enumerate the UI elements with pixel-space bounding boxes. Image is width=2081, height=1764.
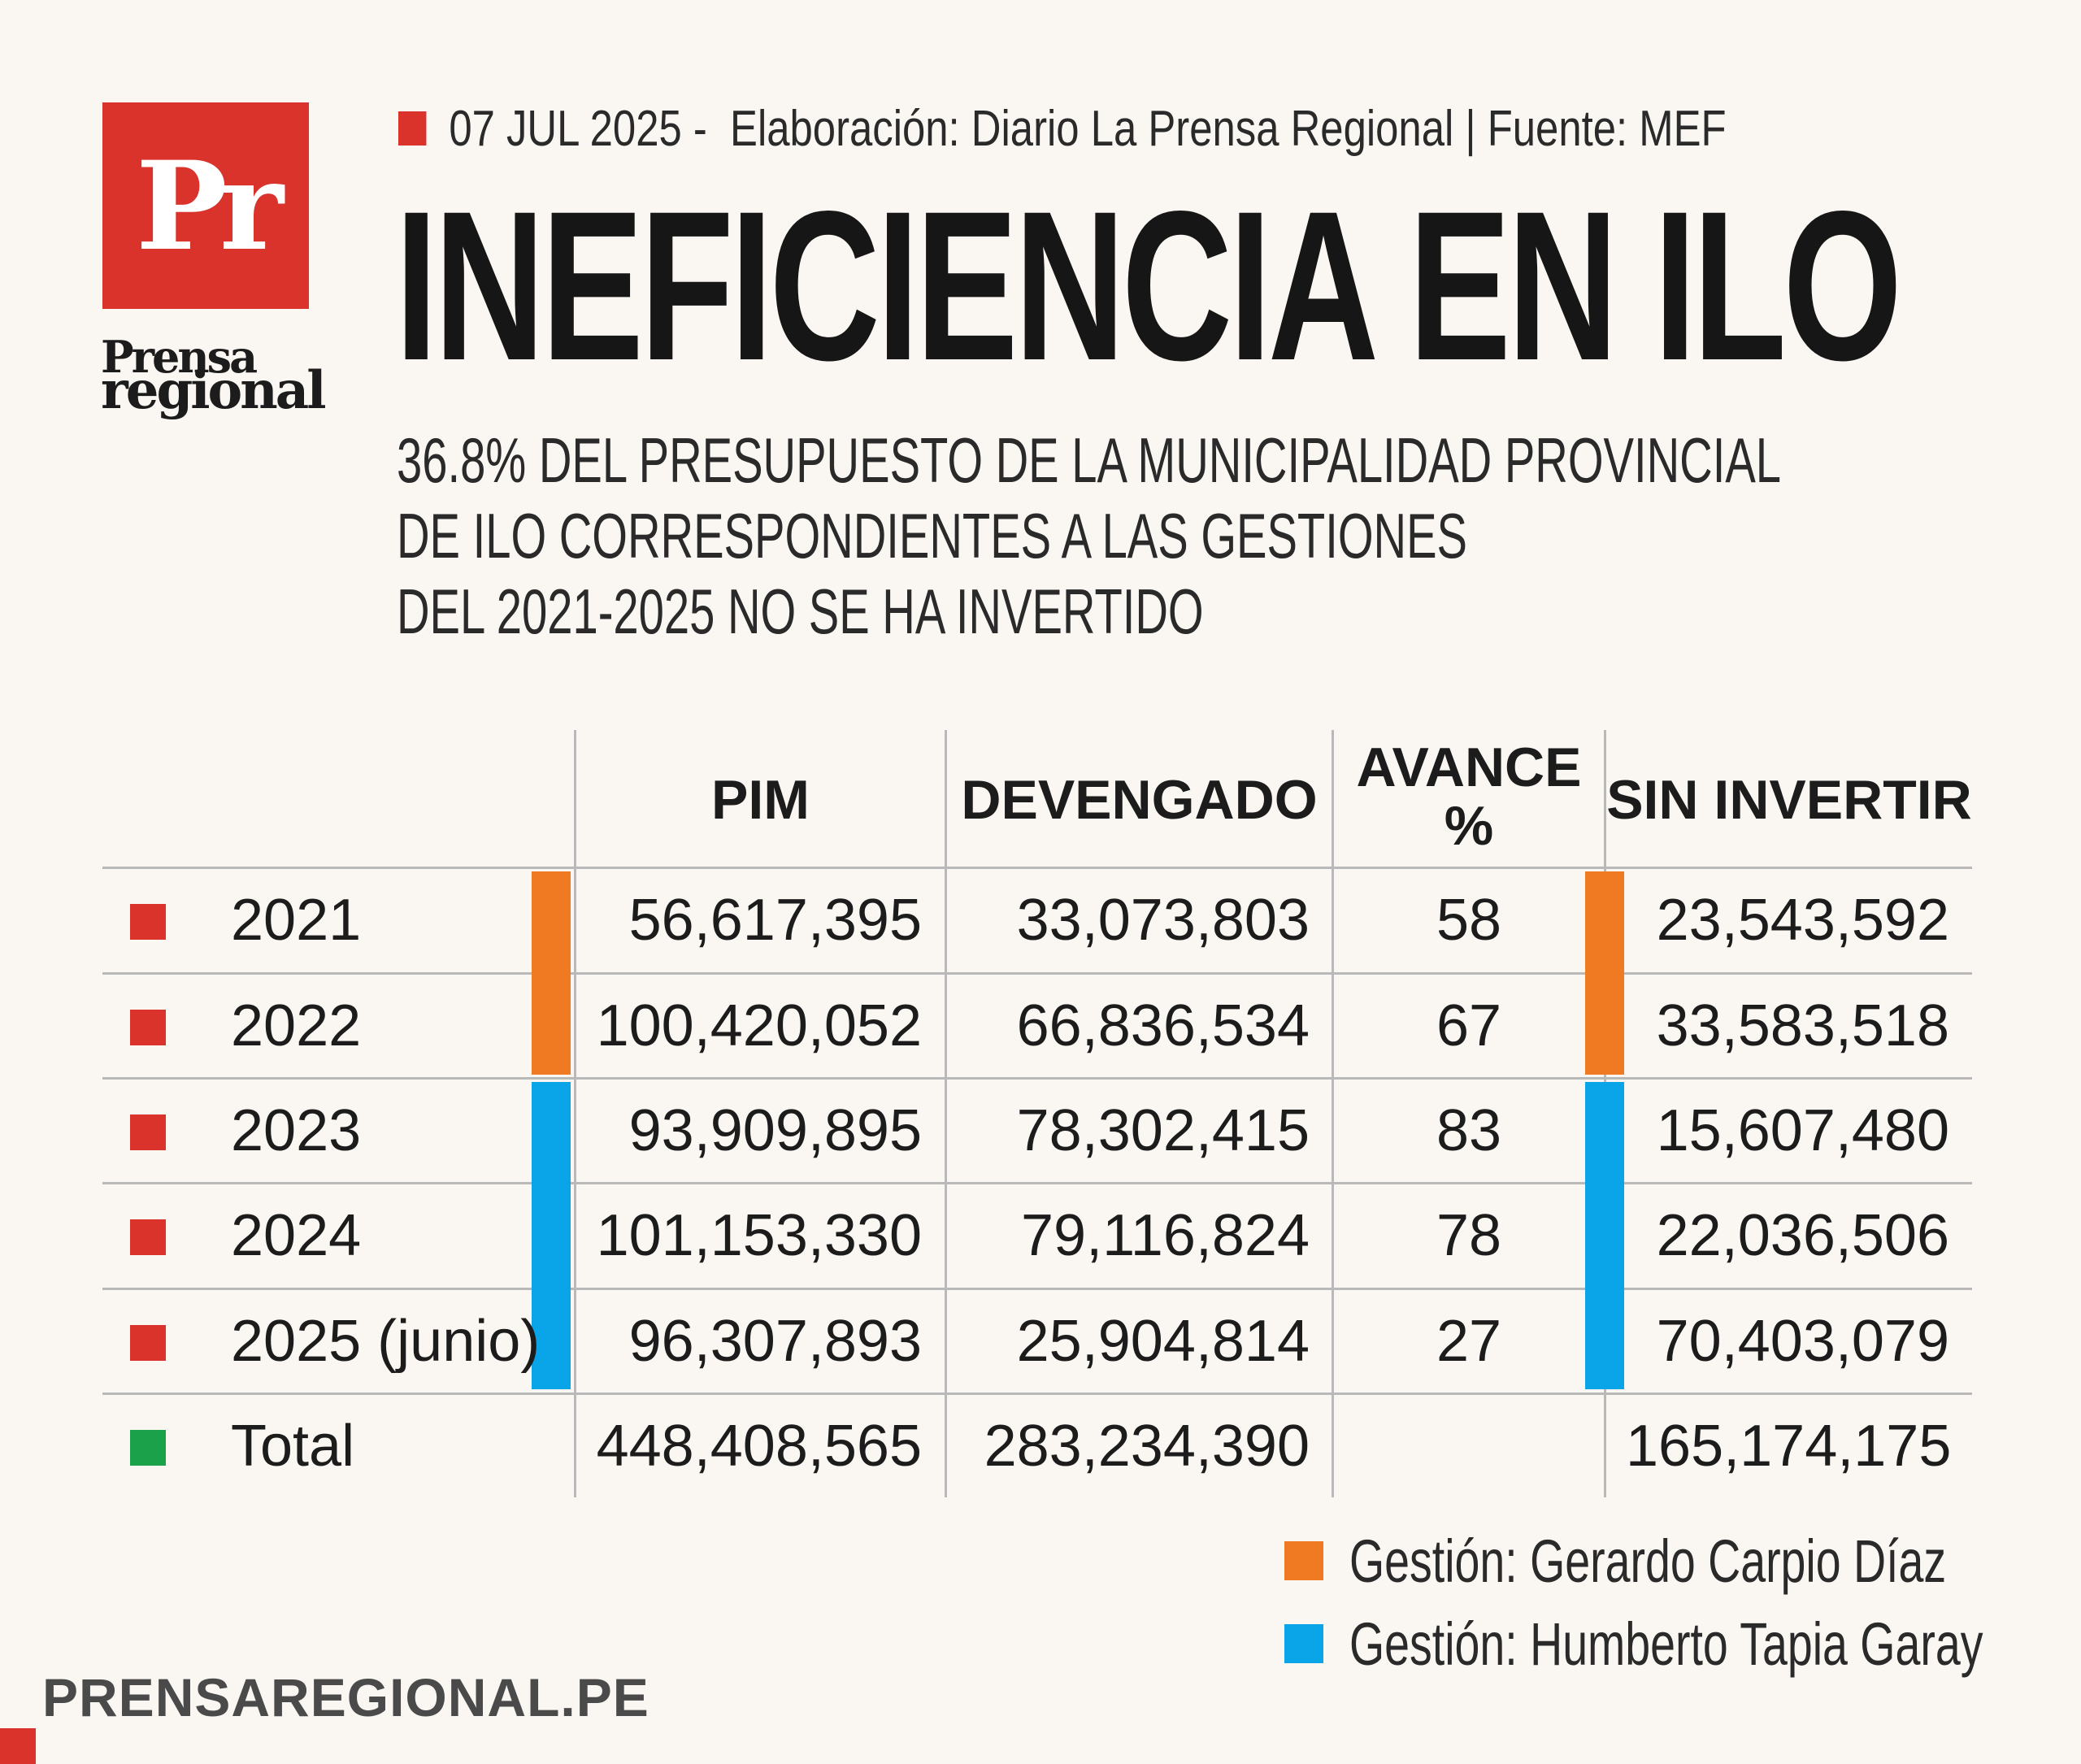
row-pim: 100,420,052 xyxy=(596,993,922,1058)
row-bullet-icon xyxy=(130,1325,166,1361)
header-avance-line2: % xyxy=(1444,795,1494,857)
row-pim: 93,909,895 xyxy=(628,1098,922,1163)
meta-source: Elaboración: Diario La Prensa Regional |… xyxy=(730,100,1727,157)
header-pim: PIM xyxy=(711,769,810,831)
logo-letters: Pr xyxy=(136,135,284,278)
table-divider xyxy=(102,1288,1972,1290)
website-label: PRENSAREGIONAL.PE xyxy=(42,1667,649,1727)
total-pim: 448,408,565 xyxy=(596,1414,922,1479)
row-avance: 58 xyxy=(1436,888,1502,953)
row-pim: 56,617,395 xyxy=(628,888,922,953)
header-avance: AVANCE % xyxy=(1334,738,1604,855)
header-avance-line1: AVANCE xyxy=(1356,736,1582,798)
row-devengado: 79,116,824 xyxy=(1020,1203,1310,1268)
total-bullet-icon xyxy=(130,1430,166,1466)
gestion-bar-carpio xyxy=(1585,871,1624,1075)
logo-word-prensa: Prensa xyxy=(101,331,258,383)
legend-item-tapia: Gestión: Humberto Tapia Garay xyxy=(1284,1610,2081,1678)
row-pim: 96,307,893 xyxy=(628,1309,922,1374)
table-divider xyxy=(102,972,1972,975)
row-avance: 83 xyxy=(1436,1098,1502,1163)
total-devengado: 283,234,390 xyxy=(984,1414,1310,1479)
legend-label: Gestión: Humberto Tapia Garay xyxy=(1349,1610,1983,1678)
row-bullet-icon xyxy=(130,1219,166,1255)
legend-swatch-orange xyxy=(1284,1541,1323,1580)
page-title: INEFICIENCIA EN ILO xyxy=(395,167,1902,405)
row-sin-invertir: 15,607,480 xyxy=(1656,1098,1949,1163)
row-avance: 67 xyxy=(1436,993,1502,1058)
subtitle-line-2: DE ILO CORRESPONDIENTES A LAS GESTIONES xyxy=(397,500,1467,571)
logo-badge: Pr xyxy=(102,102,309,309)
row-bullet-icon xyxy=(130,1010,166,1045)
row-sin-invertir: 33,583,518 xyxy=(1656,993,1949,1058)
row-sin-invertir: 23,543,592 xyxy=(1656,888,1949,953)
corner-accent xyxy=(0,1728,36,1764)
header-devengado: DEVENGADO xyxy=(961,769,1318,831)
total-label: Total xyxy=(231,1414,355,1479)
table-divider xyxy=(102,1182,1972,1184)
legend-swatch-blue xyxy=(1284,1624,1323,1663)
subtitle: 36.8% DEL PRESUPUESTO DE LA MUNICIPALIDA… xyxy=(397,423,1918,650)
table-divider xyxy=(102,867,1972,869)
row-bullet-icon xyxy=(130,904,166,940)
row-year: 2023 xyxy=(231,1098,362,1163)
subtitle-line-1: 36.8% DEL PRESUPUESTO DE LA MUNICIPALIDA… xyxy=(397,424,1782,496)
legend-label: Gestión: Gerardo Carpio Díaz xyxy=(1349,1527,1947,1595)
table-divider xyxy=(1332,730,1334,1497)
total-avance xyxy=(1334,1394,1604,1498)
row-devengado: 33,073,803 xyxy=(1016,888,1310,953)
logo-word-regional: regional xyxy=(101,360,327,421)
header-sin-invertir: SIN INVERTIR xyxy=(1606,769,1972,831)
gestion-bar-carpio xyxy=(532,871,571,1075)
legend-item-carpio: Gestión: Gerardo Carpio Díaz xyxy=(1284,1527,2081,1595)
meta-date: 07 JUL 2025 - xyxy=(449,100,707,157)
subtitle-line-3: DEL 2021-2025 NO SE HA INVERTIDO xyxy=(397,576,1204,647)
row-sin-invertir: 70,403,079 xyxy=(1656,1309,1949,1374)
row-devengado: 66,836,534 xyxy=(1016,993,1310,1058)
total-sin-invertir: 165,174,175 xyxy=(1626,1414,1952,1479)
row-devengado: 78,302,415 xyxy=(1016,1098,1310,1163)
row-year: 2022 xyxy=(231,993,362,1058)
row-sin-invertir: 22,036,506 xyxy=(1656,1203,1949,1268)
table-divider xyxy=(102,1077,1972,1080)
table-divider xyxy=(574,730,576,1497)
row-avance: 78 xyxy=(1436,1203,1502,1268)
row-devengado: 25,904,814 xyxy=(1016,1309,1310,1374)
logo-wordmark: Prensa regional xyxy=(101,331,327,421)
row-pim: 101,153,330 xyxy=(596,1203,922,1268)
row-year: 2024 xyxy=(231,1203,362,1268)
meta-line: 07 JUL 2025 - Elaboración: Diario La Pre… xyxy=(398,96,1727,161)
gestion-bar-tapia xyxy=(532,1082,571,1389)
table-divider xyxy=(102,1393,1972,1395)
row-year: 2025 (junio) xyxy=(231,1309,541,1374)
row-year: 2021 xyxy=(231,888,362,953)
table-divider xyxy=(945,730,947,1497)
row-bullet-icon xyxy=(130,1114,166,1150)
row-avance: 27 xyxy=(1436,1309,1502,1374)
meta-bullet-icon xyxy=(398,111,427,146)
gestion-bar-tapia xyxy=(1585,1082,1624,1389)
